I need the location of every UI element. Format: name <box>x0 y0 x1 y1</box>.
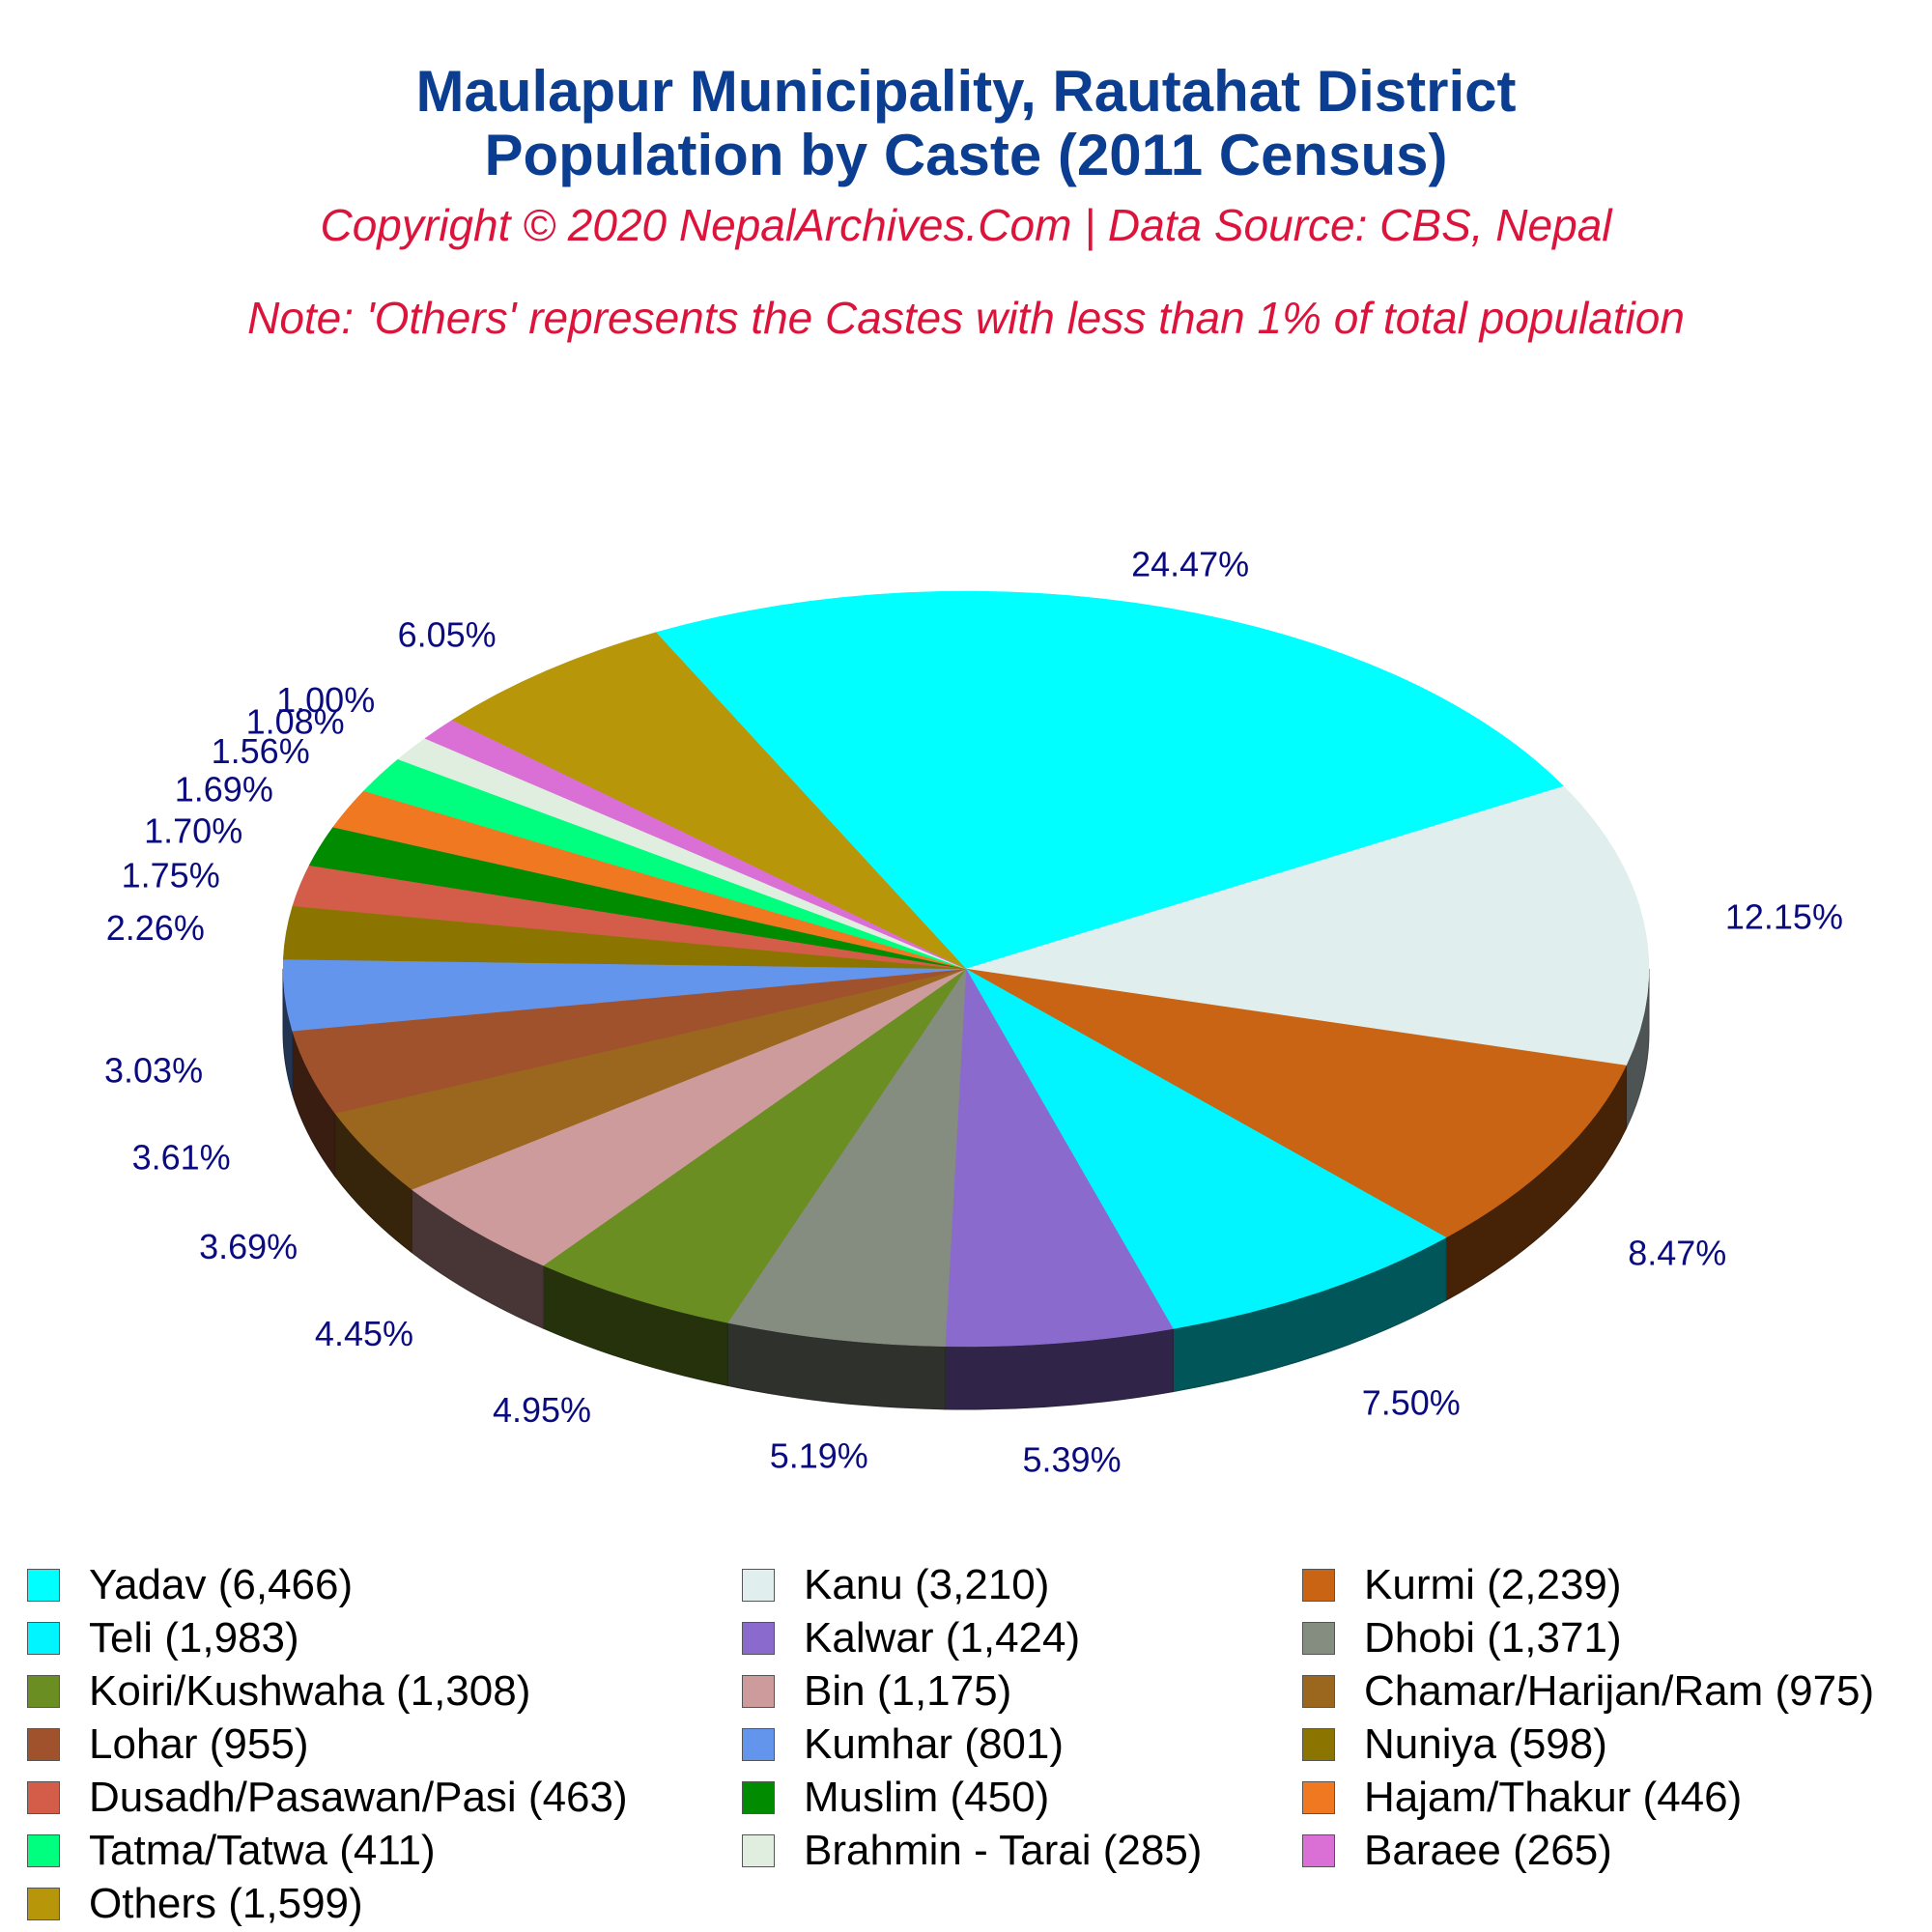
pie-slice-dhobi <box>726 968 967 1348</box>
legend-swatch <box>1302 1675 1335 1708</box>
legend-item-dusadh-pasawan-pasi: Dusadh/Pasawan/Pasi (463) <box>27 1773 628 1823</box>
copyright-text: Copyright © 2020 NepalArchives.Com | Dat… <box>320 200 1612 250</box>
legend-label: Nuniya (598) <box>1364 1720 1607 1768</box>
pie-slice-koiri-kushwaha <box>542 968 967 1323</box>
legend-swatch <box>27 1834 60 1867</box>
legend-item-kumhar: Kumhar (801) <box>742 1719 1064 1770</box>
pie-slice-yadav <box>655 590 1565 970</box>
legend-label: Kumhar (801) <box>804 1720 1065 1768</box>
percent-label-teli: 7.50% <box>1362 1383 1461 1423</box>
legend-label: Kalwar (1,424) <box>804 1614 1081 1662</box>
chart-title-line2: Population by Caste (2011 Census) <box>484 123 1448 187</box>
legend-item-koiri-kushwaha: Koiri/Kushwaha (1,308) <box>27 1666 530 1717</box>
percent-label-kumhar: 3.03% <box>104 1051 203 1091</box>
legend-label: Koiri/Kushwaha (1,308) <box>89 1667 531 1715</box>
pie-slice-kalwar <box>945 968 1174 1348</box>
legend-item-kanu: Kanu (3,210) <box>742 1560 1049 1610</box>
percent-label-chamar-harijan-ram: 3.69% <box>199 1227 298 1266</box>
percent-label-lohar: 3.61% <box>132 1137 231 1177</box>
legend-item-chamar-harijan-ram: Chamar/Harijan/Ram (975) <box>1302 1666 1874 1717</box>
percent-label-hajam-thakur: 1.69% <box>175 769 273 809</box>
legend-label: Teli (1,983) <box>89 1614 299 1662</box>
legend-label: Hajam/Thakur (446) <box>1364 1774 1743 1821</box>
pie-sides <box>282 968 1650 1410</box>
legend-swatch <box>742 1622 775 1655</box>
pie-slice-kanu <box>965 785 1650 1066</box>
legend-label: Muslim (450) <box>804 1774 1050 1821</box>
legend-label: Brahmin - Tarai (285) <box>804 1827 1203 1874</box>
legend-item-others: Others (1,599) <box>27 1879 363 1929</box>
legend-label: Lohar (955) <box>89 1720 309 1768</box>
percent-label-others: 6.05% <box>398 614 497 654</box>
legend-item-kurmi: Kurmi (2,239) <box>1302 1560 1622 1610</box>
legend-label: Baraee (265) <box>1364 1827 1612 1874</box>
percent-label-tatma-tatwa: 1.56% <box>212 731 310 771</box>
legend-item-dhobi: Dhobi (1,371) <box>1302 1613 1622 1663</box>
legend-swatch <box>742 1569 775 1602</box>
percent-label-kurmi: 8.47% <box>1628 1233 1726 1272</box>
legend-label: Dusadh/Pasawan/Pasi (463) <box>89 1774 628 1821</box>
chart-header: Maulapur Municipality, Rautahat District… <box>0 0 1932 344</box>
legend-label: Kurmi (2,239) <box>1364 1561 1622 1608</box>
legend-item-hajam-thakur: Hajam/Thakur (446) <box>1302 1773 1742 1823</box>
legend-label: Kanu (3,210) <box>804 1561 1050 1608</box>
legend-label: Chamar/Harijan/Ram (975) <box>1364 1667 1875 1715</box>
legend-swatch <box>1302 1781 1335 1814</box>
percent-label-bin: 4.45% <box>315 1314 413 1353</box>
legend-swatch <box>27 1622 60 1655</box>
percent-label-dusadh-pasawan-pasi: 1.75% <box>122 855 220 895</box>
legend-swatch <box>742 1834 775 1867</box>
note-text: Note: 'Others' represents the Castes wit… <box>247 293 1685 343</box>
pie-slice-bin <box>411 968 967 1266</box>
legend-item-tatma-tatwa: Tatma/Tatwa (411) <box>27 1826 436 1876</box>
legend-swatch <box>27 1888 60 1920</box>
legend-item-yadav: Yadav (6,466) <box>27 1560 353 1610</box>
pie-slice-teli <box>965 968 1447 1329</box>
legend-item-bin: Bin (1,175) <box>742 1666 1011 1717</box>
percent-label-yadav: 24.47% <box>1131 544 1249 583</box>
legend-label: Yadav (6,466) <box>89 1561 354 1608</box>
legend-label: Bin (1,175) <box>804 1667 1012 1715</box>
legend-item-baraee: Baraee (265) <box>1302 1826 1612 1876</box>
legend-swatch <box>27 1781 60 1814</box>
legend-swatch <box>1302 1569 1335 1602</box>
legend-swatch <box>742 1675 775 1708</box>
percent-label-baraee: 1.00% <box>276 680 375 720</box>
legend-swatch <box>742 1781 775 1814</box>
percent-label-kalwar: 5.39% <box>1023 1440 1122 1480</box>
legend-swatch <box>1302 1622 1335 1655</box>
chart-title: Maulapur Municipality, Rautahat District <box>415 59 1517 124</box>
legend-label: Others (1,599) <box>89 1880 363 1927</box>
legend-swatch <box>27 1675 60 1708</box>
pie-labels: 24.47% 12.15% 8.47% 7.50% 5.39% 5.19% 4.95% 4.4… <box>104 544 1843 1479</box>
legend-item-muslim: Muslim (450) <box>742 1773 1049 1823</box>
percent-label-kanu: 12.15% <box>1725 896 1843 936</box>
legend-item-nuniya: Nuniya (598) <box>1302 1719 1607 1770</box>
percent-label-muslim: 1.70% <box>144 811 242 851</box>
percent-label-nuniya: 2.26% <box>106 908 205 948</box>
percent-label-koiri-kushwaha: 4.95% <box>493 1390 591 1430</box>
legend-item-teli: Teli (1,983) <box>27 1613 299 1663</box>
legend-swatch <box>1302 1728 1335 1761</box>
legend-swatch <box>27 1728 60 1761</box>
legend-item-kalwar: Kalwar (1,424) <box>742 1613 1080 1663</box>
legend-item-brahmin-tarai: Brahmin - Tarai (285) <box>742 1826 1202 1876</box>
legend-label: Dhobi (1,371) <box>1364 1614 1622 1662</box>
pie-top <box>282 590 1650 1348</box>
legend-swatch <box>1302 1834 1335 1867</box>
percent-label-brahmin-tarai: 1.08% <box>246 702 345 742</box>
legend-item-lohar: Lohar (955) <box>27 1719 308 1770</box>
legend-swatch <box>742 1728 775 1761</box>
legend-label: Tatma/Tatwa (411) <box>89 1827 436 1874</box>
percent-label-dhobi: 5.19% <box>770 1436 868 1476</box>
legend-swatch <box>27 1569 60 1602</box>
pie-slice-kurmi <box>965 968 1627 1238</box>
pie-slice-others <box>451 632 967 970</box>
